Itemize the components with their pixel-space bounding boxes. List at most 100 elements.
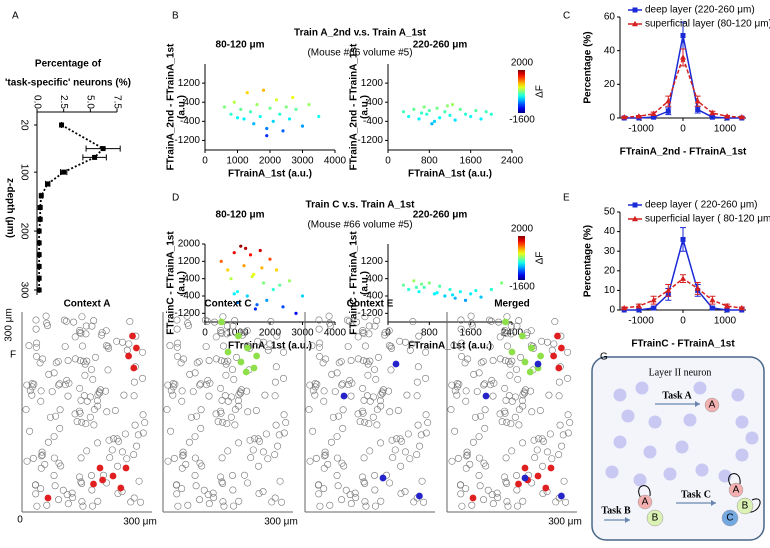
y-tick-label: 400 bbox=[183, 97, 200, 108]
neuron bbox=[179, 448, 187, 456]
neuron bbox=[424, 419, 432, 427]
legend-marker bbox=[632, 215, 638, 222]
neuron-icon bbox=[633, 473, 647, 487]
neuron bbox=[205, 392, 213, 400]
neuron bbox=[218, 454, 226, 462]
y-tick-label: 2000 bbox=[178, 239, 201, 250]
neuron bbox=[217, 473, 225, 481]
neuron bbox=[527, 327, 535, 335]
depth-tick-label: 200 bbox=[18, 223, 29, 240]
neuron bbox=[496, 333, 504, 341]
scatter-point bbox=[435, 106, 439, 110]
neuron bbox=[37, 485, 45, 493]
neuron bbox=[481, 424, 489, 432]
neuron bbox=[364, 371, 372, 379]
neuron bbox=[339, 406, 347, 414]
marker bbox=[665, 287, 672, 293]
neuron bbox=[106, 454, 114, 462]
neuron bbox=[358, 407, 366, 415]
neuron bbox=[447, 406, 455, 414]
neuron bbox=[90, 421, 98, 429]
panel-letter: F bbox=[10, 350, 16, 361]
neuron bbox=[414, 421, 422, 429]
x-tick-label: 2400 bbox=[501, 156, 524, 167]
neuron bbox=[316, 352, 324, 360]
panel-title: 80-120 μm bbox=[216, 40, 265, 51]
scatter-point bbox=[450, 103, 455, 107]
neuron bbox=[467, 312, 475, 320]
neuron bbox=[63, 491, 71, 499]
neuron bbox=[523, 329, 531, 337]
scatter-point bbox=[284, 105, 288, 109]
neuron bbox=[212, 333, 220, 341]
neuron bbox=[309, 427, 317, 435]
neuron bbox=[409, 318, 417, 326]
scatter-point bbox=[281, 129, 285, 133]
active-neuron bbox=[508, 348, 516, 356]
x-axis-label: FTrainA_1st (a.u.) bbox=[228, 169, 312, 180]
neuron bbox=[385, 342, 393, 350]
arrowhead bbox=[625, 517, 630, 523]
node bbox=[736, 497, 754, 515]
neuron bbox=[536, 406, 544, 414]
context-title: Merged bbox=[494, 299, 530, 310]
neuron bbox=[365, 420, 373, 428]
neuron bbox=[471, 413, 479, 421]
y-axis-label: (a.u.) bbox=[177, 95, 188, 119]
neuron bbox=[235, 402, 243, 410]
neuron bbox=[23, 381, 31, 389]
neuron bbox=[475, 433, 483, 441]
scatter-point bbox=[458, 290, 462, 294]
neuron-icon bbox=[605, 465, 619, 479]
scatter-point bbox=[479, 295, 483, 299]
marker bbox=[665, 108, 671, 114]
neuron bbox=[486, 381, 494, 389]
scatter-point bbox=[265, 126, 269, 131]
neuron bbox=[548, 346, 556, 354]
neuron bbox=[163, 406, 171, 414]
neuron bbox=[282, 419, 290, 427]
neuron bbox=[366, 397, 374, 405]
neuron bbox=[503, 479, 511, 487]
neuron bbox=[179, 451, 187, 459]
neuron bbox=[214, 418, 222, 426]
neuron bbox=[41, 460, 49, 468]
scatter-point bbox=[287, 117, 292, 121]
neuron bbox=[397, 462, 405, 470]
panel-letter: E bbox=[563, 193, 570, 204]
neuron bbox=[360, 454, 368, 462]
scatter-point bbox=[435, 291, 439, 295]
neuron bbox=[469, 438, 477, 446]
neuron bbox=[235, 497, 243, 505]
scatter-point bbox=[438, 116, 442, 120]
scatter-point bbox=[281, 305, 285, 309]
neuron bbox=[94, 402, 102, 410]
scatter-point bbox=[432, 292, 437, 296]
neuron bbox=[457, 343, 465, 351]
marker bbox=[724, 307, 730, 313]
neuron bbox=[131, 421, 139, 429]
colorbar bbox=[518, 70, 525, 113]
neuron bbox=[513, 472, 521, 480]
neuron bbox=[473, 388, 481, 396]
neuron bbox=[178, 485, 186, 493]
neuron bbox=[339, 380, 347, 388]
neuron bbox=[235, 439, 243, 447]
neuron bbox=[109, 435, 117, 443]
marker bbox=[100, 146, 106, 152]
neuron bbox=[312, 454, 320, 462]
neuron bbox=[229, 486, 237, 494]
neuron bbox=[173, 316, 181, 324]
neuron bbox=[32, 316, 40, 324]
node bbox=[728, 482, 744, 498]
neuron bbox=[333, 433, 341, 441]
neuron bbox=[370, 366, 378, 374]
neuron bbox=[362, 502, 370, 510]
value-tick-label: 2.5 bbox=[58, 95, 69, 109]
scatter-point bbox=[222, 105, 227, 109]
neuron bbox=[401, 488, 409, 496]
neuron bbox=[135, 477, 143, 485]
neuron bbox=[37, 464, 45, 472]
neuron bbox=[28, 380, 36, 388]
